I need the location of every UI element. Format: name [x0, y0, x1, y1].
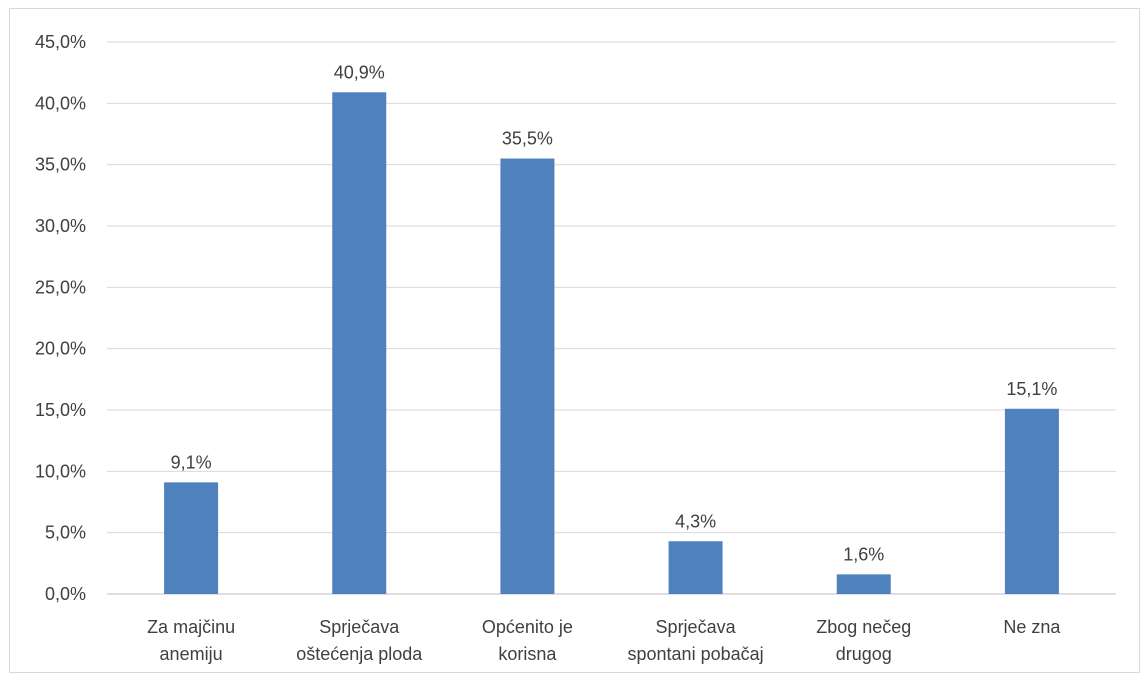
x-category-label: Sprječava: [656, 617, 737, 637]
bar: [332, 92, 387, 594]
y-tick-label: 10,0%: [35, 461, 86, 481]
data-label: 9,1%: [171, 452, 212, 472]
x-category-label: anemiju: [160, 644, 223, 664]
x-category-label: Ne zna: [1003, 617, 1061, 637]
bar: [668, 541, 723, 594]
y-tick-label: 40,0%: [35, 93, 86, 113]
y-tick-label: 35,0%: [35, 155, 86, 175]
x-category-label: Sprječava: [319, 617, 400, 637]
data-label: 40,9%: [334, 62, 385, 82]
bar: [164, 482, 219, 594]
data-label: 35,5%: [502, 129, 553, 149]
x-category-label: drugog: [836, 644, 892, 664]
bar: [836, 574, 891, 594]
y-tick-label: 25,0%: [35, 277, 86, 297]
x-category-label: Zbog nečeg: [816, 617, 911, 637]
y-tick-label: 20,0%: [35, 339, 86, 359]
x-category-label: oštećenja ploda: [296, 644, 423, 664]
y-axis-tick-labels: 0,0% 5,0% 10,0% 15,0% 20,0% 25,0% 30,0% 35,0% 40…: [35, 32, 86, 604]
bars: [164, 92, 1059, 595]
y-tick-label: 5,0%: [45, 523, 86, 543]
bar: [1004, 408, 1059, 594]
x-category-label: Za majčinu: [147, 617, 235, 637]
x-category-label: korisna: [498, 644, 557, 664]
bar: [500, 158, 555, 595]
x-category-label: spontani pobačaj: [628, 644, 764, 664]
chart-frame: [9, 8, 1140, 673]
x-category-label: Općenito je: [482, 617, 573, 637]
data-label: 1,6%: [843, 544, 884, 564]
gridlines: [107, 41, 1116, 595]
x-axis-category-labels: Za majčinu anemiju Sprječava oštećenja plod…: [147, 617, 1061, 664]
data-label: 15,1%: [1006, 379, 1057, 399]
y-tick-label: 30,0%: [35, 216, 86, 236]
y-tick-label: 15,0%: [35, 400, 86, 420]
y-tick-label: 45,0%: [35, 32, 86, 52]
y-tick-label: 0,0%: [45, 584, 86, 604]
data-label: 4,3%: [675, 511, 716, 531]
data-labels: 9,1% 40,9% 35,5% 4,3% 1,6% 15,1%: [171, 62, 1058, 564]
